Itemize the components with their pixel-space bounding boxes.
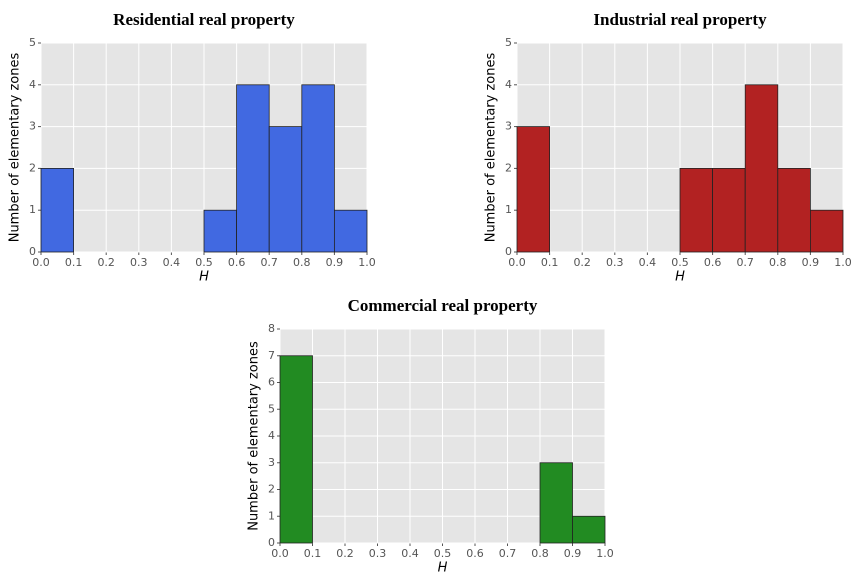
x-tick-label: 0.5 xyxy=(434,547,452,560)
x-tick-label: 0.3 xyxy=(130,256,148,269)
x-tick-label: 0.5 xyxy=(195,256,213,269)
chart-title: Industrial real property xyxy=(593,10,767,29)
x-tick-label: 0.1 xyxy=(304,547,322,560)
histogram-bar xyxy=(203,209,237,253)
histogram-bar xyxy=(539,462,573,544)
chart-title: Commercial real property xyxy=(348,296,538,315)
y-tick-label: 8 xyxy=(268,322,275,335)
y-tick-label: 5 xyxy=(268,402,275,415)
x-tick-label: 0.6 xyxy=(704,256,722,269)
histogram-bar xyxy=(40,167,74,253)
histogram-bar xyxy=(572,515,606,544)
histogram-bar xyxy=(712,167,746,253)
x-tick-label: 0.9 xyxy=(326,256,344,269)
y-axis-label: Number of elementary zones xyxy=(8,53,23,243)
x-tick-label: 0.5 xyxy=(671,256,689,269)
x-tick-label: 0.7 xyxy=(736,256,754,269)
histogram-bar xyxy=(777,167,811,253)
histogram-bar xyxy=(744,84,779,253)
x-tick-label: 0.6 xyxy=(228,256,246,269)
y-tick-label: 2 xyxy=(268,483,275,496)
y-tick-label: 4 xyxy=(29,78,36,91)
x-axis-label: H xyxy=(199,270,209,285)
x-tick-label: 1.0 xyxy=(834,256,852,269)
x-tick-label: 0.8 xyxy=(293,256,311,269)
y-tick-label: 1 xyxy=(505,203,512,216)
x-tick-label: 0.4 xyxy=(401,547,419,560)
histogram-bar xyxy=(810,209,844,253)
x-tick-label: 0.3 xyxy=(369,547,387,560)
x-tick-label: 0.8 xyxy=(769,256,787,269)
y-axis-label: Number of elementary zones xyxy=(484,53,499,243)
y-tick-label: 4 xyxy=(268,429,275,442)
y-tick-label: 3 xyxy=(268,456,275,469)
y-tick-label: 5 xyxy=(505,36,512,49)
histogram-bar xyxy=(516,126,550,253)
histogram-bar xyxy=(301,84,335,253)
x-tick-label: 0.7 xyxy=(499,547,517,560)
y-tick-label: 2 xyxy=(29,161,36,174)
histogram-bar xyxy=(279,355,313,544)
x-tick-label: 0.7 xyxy=(260,256,278,269)
x-tick-label: 1.0 xyxy=(358,256,376,269)
x-tick-label: 0.4 xyxy=(163,256,181,269)
histogram-bar xyxy=(333,209,368,253)
x-tick-label: 0.9 xyxy=(564,547,582,560)
x-tick-label: 0.3 xyxy=(606,256,624,269)
y-tick-label: 1 xyxy=(29,203,36,216)
y-tick-label: 0 xyxy=(268,536,275,549)
histogram-bar xyxy=(679,167,713,253)
x-tick-label: 0.0 xyxy=(32,256,50,269)
x-tick-label: 0.9 xyxy=(802,256,820,269)
x-axis-label: H xyxy=(675,270,685,285)
x-tick-label: 0.1 xyxy=(65,256,83,269)
y-tick-label: 0 xyxy=(505,245,512,258)
x-tick-label: 0.0 xyxy=(271,547,289,560)
chart-title: Residential real property xyxy=(113,10,295,29)
x-axis-label: H xyxy=(438,561,448,575)
y-tick-label: 3 xyxy=(505,120,512,133)
y-tick-label: 4 xyxy=(505,78,512,91)
y-tick-label: 5 xyxy=(29,36,36,49)
x-tick-label: 1.0 xyxy=(596,547,614,560)
x-tick-label: 0.2 xyxy=(97,256,115,269)
x-tick-label: 0.4 xyxy=(639,256,657,269)
x-tick-label: 0.6 xyxy=(466,547,484,560)
y-tick-label: 1 xyxy=(268,509,275,522)
histogram-bar xyxy=(268,126,303,253)
x-tick-label: 0.1 xyxy=(541,256,559,269)
y-axis-label: Number of elementary zones xyxy=(247,341,262,531)
y-tick-label: 6 xyxy=(268,376,275,389)
x-tick-label: 0.2 xyxy=(336,547,354,560)
x-tick-label: 0.2 xyxy=(573,256,591,269)
y-tick-label: 3 xyxy=(29,120,36,133)
histogram-bar xyxy=(236,84,270,253)
x-tick-label: 0.0 xyxy=(508,256,526,269)
y-tick-label: 2 xyxy=(505,161,512,174)
y-tick-label: 7 xyxy=(268,349,275,362)
x-tick-label: 0.8 xyxy=(531,547,549,560)
y-tick-label: 0 xyxy=(29,245,36,258)
